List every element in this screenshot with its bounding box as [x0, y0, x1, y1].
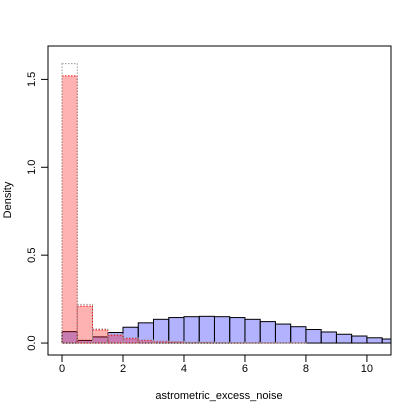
- x-tick-label: 2: [120, 363, 126, 375]
- bar: [230, 318, 245, 343]
- plot-box: [48, 46, 391, 355]
- bar: [367, 338, 382, 343]
- bar: [62, 76, 77, 343]
- plot-area: [62, 64, 397, 343]
- bar: [184, 317, 199, 343]
- bar: [153, 319, 168, 343]
- bar: [93, 330, 108, 343]
- x-tick-label: 4: [181, 363, 187, 375]
- bar: [382, 339, 397, 343]
- bar: [260, 322, 275, 343]
- bar: [275, 324, 290, 343]
- bar: [336, 334, 351, 343]
- y-tick-label: 0.0: [26, 335, 38, 350]
- bar: [199, 316, 214, 343]
- y-tick-label: 1.0: [26, 160, 38, 175]
- bar: [321, 332, 336, 343]
- bar: [306, 330, 321, 344]
- bar: [291, 327, 306, 343]
- bar: [123, 339, 138, 343]
- y-tick-label: 0.5: [26, 248, 38, 263]
- x-axis-label: astrometric_excess_noise: [155, 390, 282, 402]
- x-tick-label: 6: [242, 363, 248, 375]
- y-tick-label: 1.5: [26, 72, 38, 87]
- bar: [245, 319, 260, 343]
- bar: [214, 317, 229, 343]
- x-tick-label: 8: [303, 363, 309, 375]
- bar: [77, 306, 92, 343]
- y-axis-label: Density: [2, 181, 14, 218]
- x-tick-label: 0: [59, 363, 65, 375]
- bar: [352, 336, 367, 343]
- x-tick-label: 10: [361, 363, 373, 375]
- bar: [108, 335, 123, 343]
- bar: [169, 318, 184, 343]
